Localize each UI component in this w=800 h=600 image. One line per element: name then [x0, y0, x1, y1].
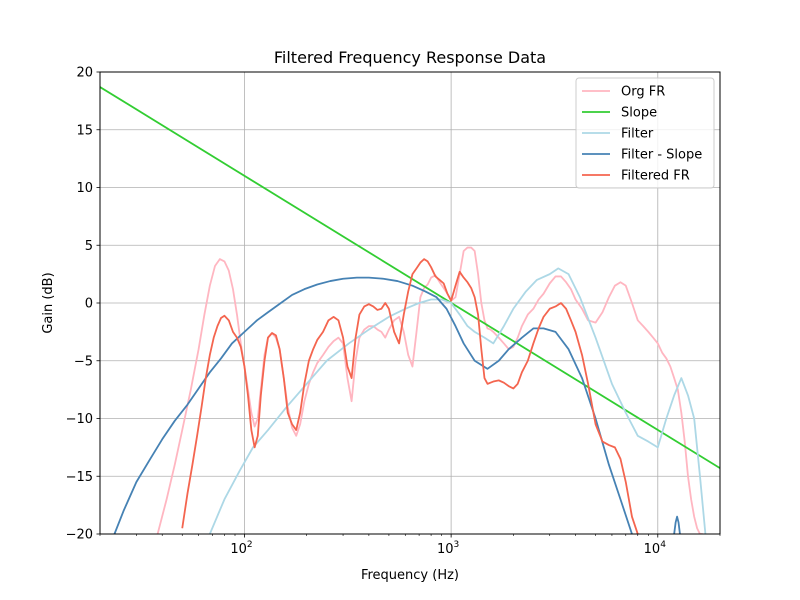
y-tick-label: −10 [66, 412, 93, 427]
y-tick-label: −5 [74, 354, 93, 369]
y-tick-label: −20 [66, 528, 93, 543]
y-axis-label: Gain (dB) [41, 272, 56, 333]
y-tick-label: 15 [76, 123, 93, 138]
y-tick-label: 0 [85, 297, 93, 312]
y-tick-label: 5 [85, 239, 93, 254]
legend-label-filter-slope: Filter - Slope [621, 148, 702, 163]
legend-label-filtered-fr: Filtered FR [621, 169, 690, 184]
y-tick-label: −15 [66, 470, 93, 485]
legend-label-slope: Slope [621, 106, 657, 121]
x-axis-label: Frequency (Hz) [361, 568, 459, 583]
series-line-slope [100, 86, 720, 469]
legend-box [575, 77, 715, 189]
series-lines [100, 86, 720, 534]
legend-label-org-fr: Org FR [621, 85, 665, 100]
chart-title: Filtered Frequency Response Data [274, 48, 546, 67]
series-line-filtered-fr [181, 258, 639, 534]
legend: Org FR Slope Filter Filter - Slope Filtered … [575, 77, 715, 189]
y-tick-label: 10 [76, 181, 93, 196]
y-tick-label: 20 [76, 66, 93, 81]
series-line-filter-slope [113, 276, 681, 534]
series-line-filter [209, 267, 707, 534]
legend-label-filter: Filter [621, 127, 654, 142]
